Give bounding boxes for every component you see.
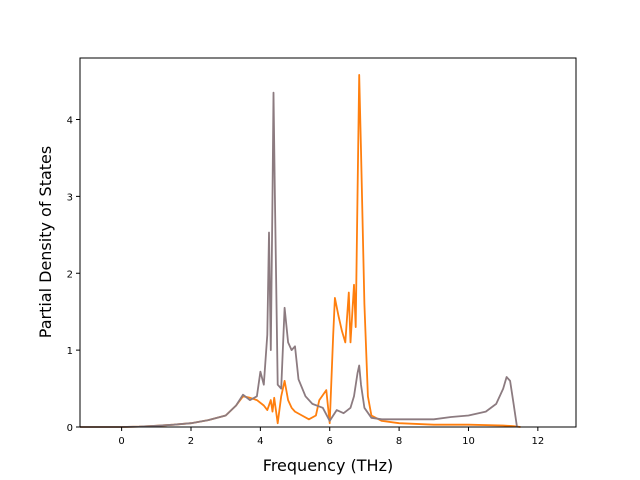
y-axis-label: Partial Density of States xyxy=(36,146,55,338)
y-axis-ticks: 0 1 2 3 4 xyxy=(67,116,80,434)
x-tick-label: 12 xyxy=(531,436,544,447)
y-tick-label: 4 xyxy=(67,116,73,127)
series-line-1 xyxy=(80,91,518,428)
x-axis-ticks: 0 2 4 6 8 10 12 xyxy=(118,427,544,447)
x-tick-label: 10 xyxy=(462,436,475,447)
y-tick-label: 1 xyxy=(67,346,73,357)
x-tick-label: 4 xyxy=(257,436,263,447)
series-line-0 xyxy=(80,74,521,428)
y-tick-label: 2 xyxy=(67,269,73,280)
x-tick-label: 0 xyxy=(118,436,124,447)
plot-area-frame xyxy=(79,57,577,428)
y-tick-label: 3 xyxy=(67,192,73,203)
series-layer xyxy=(80,74,521,428)
y-tick-label: 0 xyxy=(67,423,73,434)
x-tick-label: 6 xyxy=(327,436,333,447)
x-tick-label: 8 xyxy=(396,436,402,447)
x-tick-label: 2 xyxy=(188,436,194,447)
x-axis-label: Frequency (THz) xyxy=(263,456,393,475)
